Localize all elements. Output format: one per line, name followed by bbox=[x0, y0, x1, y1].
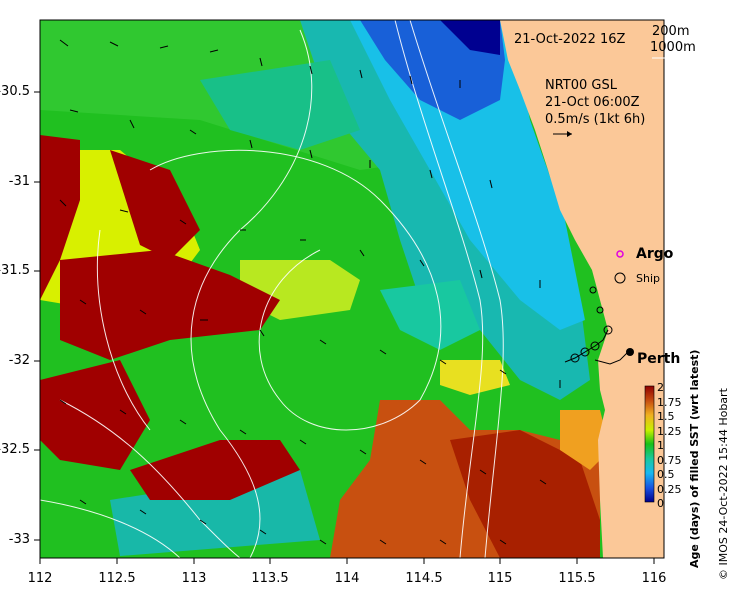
argo-marker-icon bbox=[616, 250, 624, 258]
colorbar-tick: 0.75 bbox=[657, 454, 682, 467]
colorbar bbox=[644, 385, 655, 503]
x-tick: 115 bbox=[487, 571, 513, 586]
land-mass bbox=[500, 20, 664, 558]
colorbar-label: Age (days) of filled SST (wrt latest) bbox=[688, 349, 701, 568]
y-tick: -31 bbox=[8, 174, 30, 189]
x-tick: 115.5 bbox=[558, 571, 596, 586]
currents-product-label: NRT00 GSL bbox=[545, 78, 617, 93]
x-tick: 116 bbox=[641, 571, 667, 586]
colorbar-tick: 1.75 bbox=[657, 396, 682, 409]
colorbar-tick: 0.5 bbox=[657, 468, 675, 481]
currents-scale-label: 0.5m/s (1kt 6h) bbox=[545, 112, 646, 127]
ship-track bbox=[564, 329, 629, 365]
colorbar-tick: 1 bbox=[657, 439, 664, 452]
y-tick: -31.5 bbox=[0, 263, 30, 278]
ship-marker-icon bbox=[614, 272, 626, 284]
perth-marker-icon bbox=[626, 348, 634, 356]
axis-tick-marks bbox=[34, 91, 655, 564]
y-tick: -30.5 bbox=[0, 84, 30, 99]
colorbar-tick: 0 bbox=[657, 497, 664, 510]
bathymetry-contours bbox=[40, 20, 504, 558]
contour-200-label: 200m bbox=[652, 24, 690, 39]
colorbar-tick: 1.25 bbox=[657, 425, 682, 438]
x-tick: 114.5 bbox=[405, 571, 443, 586]
y-tick: -32 bbox=[8, 353, 30, 368]
x-tick: 112.5 bbox=[98, 571, 136, 586]
x-tick: 112 bbox=[27, 571, 53, 586]
colorbar-tick: 2 bbox=[657, 381, 664, 394]
y-tick: -33 bbox=[8, 532, 30, 547]
currents-time-label: 21-Oct 06:00Z bbox=[545, 95, 640, 110]
perth-label: Perth bbox=[637, 351, 681, 367]
x-tick: 113.5 bbox=[251, 571, 289, 586]
colorbar-tick: 1.5 bbox=[657, 410, 675, 423]
x-tick: 113 bbox=[181, 571, 207, 586]
datetime-label: 21-Oct-2022 16Z bbox=[514, 32, 626, 47]
current-scale-arrow bbox=[553, 131, 572, 137]
argo-legend-label: Argo bbox=[636, 246, 674, 262]
current-vectors bbox=[59, 39, 561, 545]
ship-legend-label: Ship bbox=[636, 272, 660, 285]
contour-1000-label: 1000m bbox=[650, 40, 696, 55]
plot-frame bbox=[39, 19, 665, 559]
colorbar-tick: 0.25 bbox=[657, 483, 682, 496]
x-tick: 114 bbox=[334, 571, 360, 586]
ship-positions bbox=[570, 286, 613, 363]
sst-age-field bbox=[40, 20, 664, 558]
y-tick: -32.5 bbox=[0, 442, 30, 457]
credit-label: © IMOS 24-Oct-2022 15:44 Hobart bbox=[717, 388, 730, 580]
